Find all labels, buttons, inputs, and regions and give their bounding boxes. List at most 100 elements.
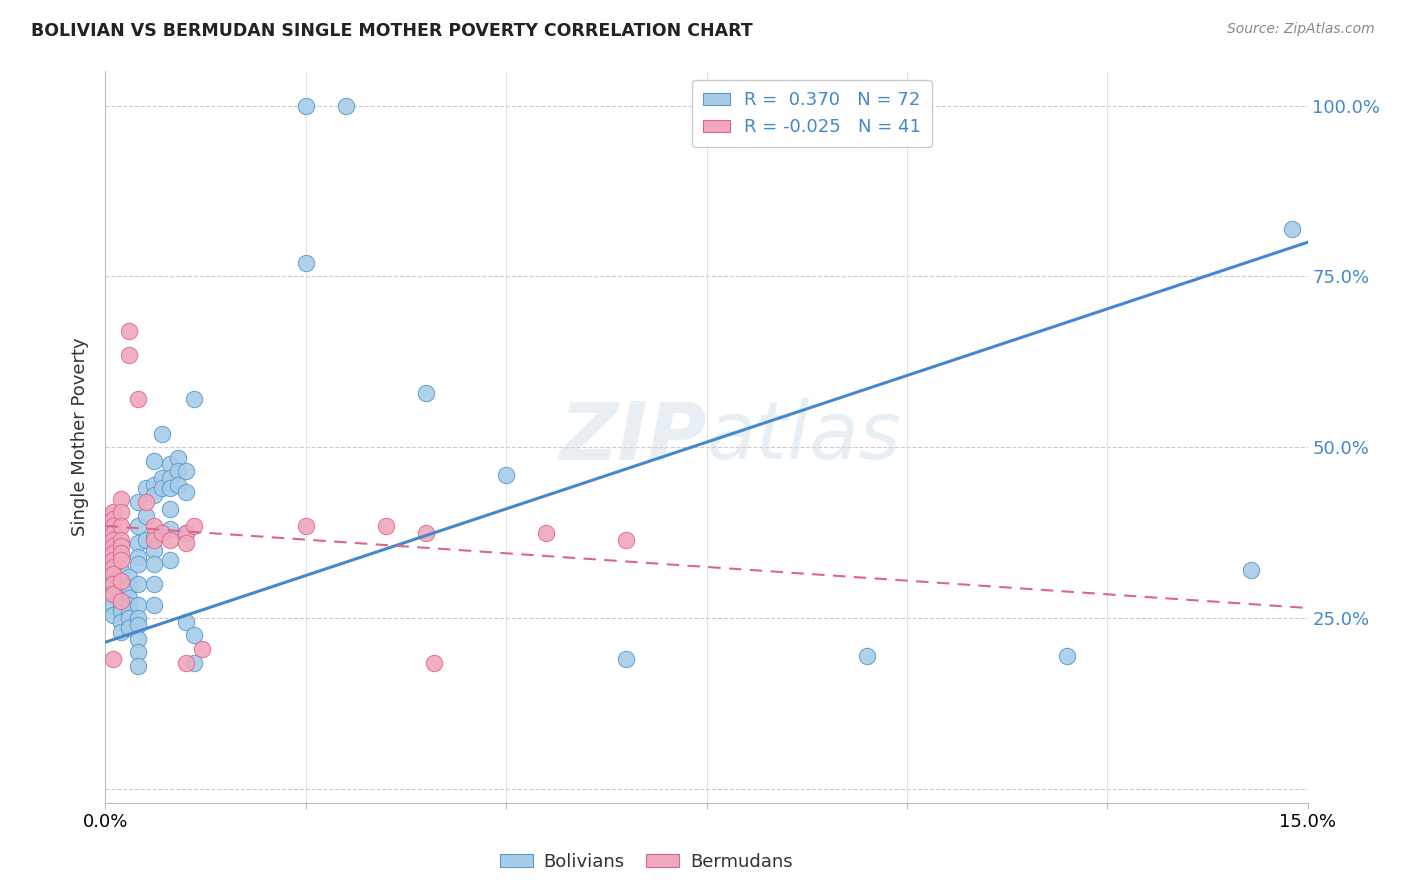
Point xyxy=(127,618,149,632)
Point xyxy=(118,581,141,595)
Point xyxy=(142,577,165,591)
Point xyxy=(103,553,125,567)
Point xyxy=(110,505,132,519)
Point xyxy=(135,495,157,509)
Point xyxy=(142,557,165,571)
Y-axis label: Single Mother Poverty: Single Mother Poverty xyxy=(72,338,90,536)
Point xyxy=(159,553,181,567)
Point xyxy=(174,536,197,550)
Point xyxy=(159,501,181,516)
Point xyxy=(110,604,132,618)
Point xyxy=(118,570,141,584)
Point xyxy=(174,656,197,670)
Point xyxy=(142,598,165,612)
Point xyxy=(103,607,125,622)
Point xyxy=(159,522,181,536)
Point xyxy=(166,464,188,478)
Point xyxy=(150,481,173,495)
Point xyxy=(159,471,181,485)
Point xyxy=(295,519,318,533)
Point xyxy=(127,632,149,646)
Point xyxy=(374,519,398,533)
Point xyxy=(495,467,517,482)
Point xyxy=(127,659,149,673)
Point xyxy=(110,491,132,506)
Point xyxy=(135,481,157,495)
Point xyxy=(142,454,165,468)
Point xyxy=(159,458,181,472)
Point xyxy=(616,533,638,547)
Point xyxy=(103,566,125,581)
Point xyxy=(118,604,141,618)
Point xyxy=(166,450,188,465)
Point xyxy=(103,652,125,666)
Point xyxy=(127,598,149,612)
Point xyxy=(103,574,125,588)
Point xyxy=(118,622,141,636)
Text: Source: ZipAtlas.com: Source: ZipAtlas.com xyxy=(1227,22,1375,37)
Point xyxy=(159,533,181,547)
Point xyxy=(110,546,132,560)
Point xyxy=(118,611,141,625)
Point xyxy=(135,508,157,523)
Point xyxy=(110,574,132,588)
Point xyxy=(103,598,125,612)
Point xyxy=(174,615,197,629)
Point xyxy=(110,563,132,577)
Point xyxy=(1281,221,1303,235)
Point xyxy=(110,553,132,567)
Point xyxy=(110,615,132,629)
Point xyxy=(118,348,141,362)
Point xyxy=(103,566,125,581)
Point xyxy=(190,642,212,657)
Point xyxy=(103,525,125,540)
Point xyxy=(118,598,141,612)
Point xyxy=(127,645,149,659)
Point xyxy=(335,98,357,112)
Text: atlas: atlas xyxy=(707,398,901,476)
Point xyxy=(1056,648,1078,663)
Point xyxy=(103,540,125,554)
Text: BOLIVIAN VS BERMUDAN SINGLE MOTHER POVERTY CORRELATION CHART: BOLIVIAN VS BERMUDAN SINGLE MOTHER POVER… xyxy=(31,22,752,40)
Legend: Bolivians, Bermudans: Bolivians, Bermudans xyxy=(494,846,800,878)
Point xyxy=(103,577,125,591)
Point xyxy=(103,560,125,574)
Point xyxy=(103,512,125,526)
Point xyxy=(110,598,132,612)
Point xyxy=(142,529,165,543)
Point xyxy=(103,587,125,601)
Point xyxy=(150,426,173,441)
Point xyxy=(103,546,125,560)
Point xyxy=(150,525,173,540)
Point xyxy=(183,519,205,533)
Point xyxy=(127,495,149,509)
Point xyxy=(103,581,125,595)
Point xyxy=(415,525,437,540)
Point xyxy=(150,471,173,485)
Point xyxy=(142,478,165,492)
Point xyxy=(127,549,149,564)
Point xyxy=(118,324,141,338)
Point xyxy=(534,525,557,540)
Point xyxy=(110,624,132,639)
Point xyxy=(166,478,188,492)
Point xyxy=(159,481,181,495)
Text: ZIP: ZIP xyxy=(560,398,707,476)
Point xyxy=(103,587,125,601)
Point xyxy=(110,594,132,608)
Point xyxy=(135,533,157,547)
Point xyxy=(174,464,197,478)
Point xyxy=(183,392,205,407)
Point xyxy=(103,505,125,519)
Point xyxy=(295,98,318,112)
Point xyxy=(127,557,149,571)
Point xyxy=(110,519,132,533)
Point xyxy=(127,577,149,591)
Point xyxy=(616,652,638,666)
Point xyxy=(118,591,141,605)
Point xyxy=(127,519,149,533)
Point xyxy=(183,656,205,670)
Point xyxy=(110,577,132,591)
Point xyxy=(103,519,125,533)
Point xyxy=(142,542,165,557)
